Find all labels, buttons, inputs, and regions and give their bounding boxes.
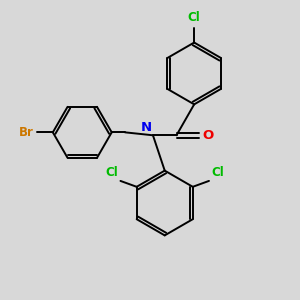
Text: Cl: Cl — [211, 167, 224, 179]
Text: Cl: Cl — [188, 11, 200, 24]
Text: Br: Br — [19, 126, 34, 139]
Text: O: O — [202, 129, 213, 142]
Text: N: N — [140, 121, 152, 134]
Text: Cl: Cl — [105, 167, 118, 179]
